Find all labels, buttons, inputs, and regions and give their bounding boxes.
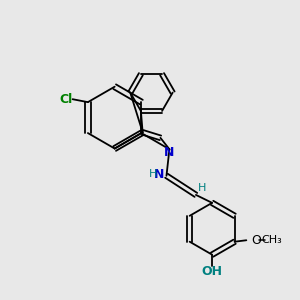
Text: N: N (154, 168, 164, 181)
Text: O: O (251, 234, 261, 247)
Text: OH: OH (202, 265, 223, 278)
Text: CH₃: CH₃ (261, 235, 282, 245)
Text: Cl: Cl (59, 93, 72, 106)
Text: H: H (149, 169, 158, 179)
Text: N: N (164, 146, 175, 159)
Text: H: H (198, 183, 207, 194)
